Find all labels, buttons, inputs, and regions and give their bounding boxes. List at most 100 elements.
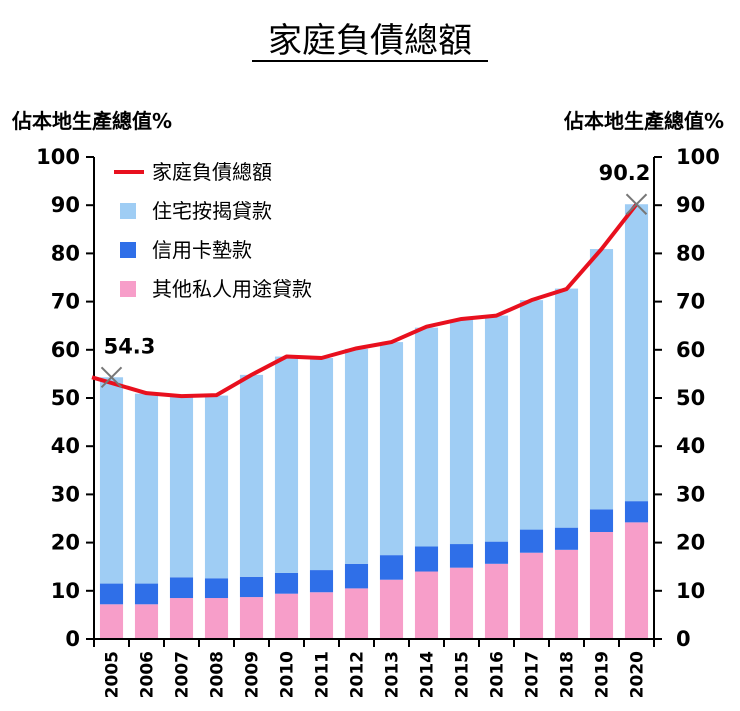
y-tick-label-right: 100 xyxy=(676,145,720,169)
bar-2013-series-2 xyxy=(379,342,404,556)
y-tick-label-left: 0 xyxy=(65,627,80,651)
bar-2010-series-0 xyxy=(274,593,299,639)
y-tick-label-left: 50 xyxy=(51,386,80,410)
bar-2010-series-1 xyxy=(274,572,299,594)
bar-2007-series-2 xyxy=(169,396,194,578)
y-tick-label-right: 60 xyxy=(676,338,705,362)
bar-2016-series-0 xyxy=(484,563,509,639)
x-tick-label: 2020 xyxy=(628,651,648,698)
bar-2015-series-1 xyxy=(449,544,474,568)
bar-2006-series-1 xyxy=(134,583,159,605)
legend-swatch xyxy=(120,203,136,219)
y-tick-label-left: 30 xyxy=(51,482,80,506)
y-axis-title-left: 佔本地生產總值% xyxy=(11,109,172,133)
bar-2020-series-0 xyxy=(624,522,649,639)
bar-2015-series-2 xyxy=(449,319,474,545)
x-tick-label: 2011 xyxy=(313,651,333,698)
x-tick-label: 2014 xyxy=(418,651,438,698)
legend-label: 其他私人用途貸款 xyxy=(152,277,312,301)
y-tick-label-right: 10 xyxy=(676,579,705,603)
bar-2006-series-2 xyxy=(134,393,159,584)
bar-2008-series-2 xyxy=(204,395,229,579)
x-tick-label: 2006 xyxy=(138,651,158,698)
y-tick-label-right: 70 xyxy=(676,290,705,314)
bar-2019-series-0 xyxy=(589,531,614,639)
bar-2016-series-2 xyxy=(484,315,509,542)
bar-2008-series-1 xyxy=(204,578,229,599)
x-tick-label: 2019 xyxy=(593,651,613,698)
x-tick-label: 2005 xyxy=(103,651,123,698)
bar-2005-series-2 xyxy=(99,377,124,584)
bar-2007-series-0 xyxy=(169,598,194,639)
y-tick-label-left: 80 xyxy=(51,241,80,265)
bar-2010-series-2 xyxy=(274,356,299,573)
y-tick-label-left: 70 xyxy=(51,290,80,314)
bar-2009-series-0 xyxy=(239,597,264,639)
legend-label: 信用卡墊款 xyxy=(152,238,252,262)
bar-2018-series-0 xyxy=(554,549,579,639)
annotation-marker xyxy=(100,366,123,388)
bar-2013-series-1 xyxy=(379,555,404,580)
y-tick-label-right: 80 xyxy=(676,241,705,265)
x-tick-label: 2010 xyxy=(278,651,298,698)
y-tick-label-right: 30 xyxy=(676,482,705,506)
bar-2020-series-1 xyxy=(624,501,649,523)
bar-2017-series-0 xyxy=(519,552,544,639)
y-tick-label-right: 0 xyxy=(676,627,691,651)
bar-2011-series-0 xyxy=(309,592,334,639)
bar-2009-series-1 xyxy=(239,576,264,598)
x-tick-label: 2018 xyxy=(558,651,578,698)
y-tick-label-left: 40 xyxy=(51,434,80,458)
bar-2005-series-0 xyxy=(99,604,124,639)
bar-2009-series-2 xyxy=(239,374,264,577)
y-axis-title-right: 佔本地生產總值% xyxy=(563,109,724,133)
x-tick-label: 2008 xyxy=(208,651,228,698)
y-tick-label-left: 90 xyxy=(51,193,80,217)
bar-2017-series-2 xyxy=(519,300,544,530)
x-tick-label: 2009 xyxy=(243,651,263,698)
bar-2014-series-2 xyxy=(414,327,439,547)
bar-2008-series-0 xyxy=(204,598,229,639)
bar-2011-series-1 xyxy=(309,570,334,593)
annotation-marker xyxy=(625,193,648,215)
x-tick-label: 2012 xyxy=(348,651,368,698)
bar-2014-series-0 xyxy=(414,571,439,639)
bar-2006-series-0 xyxy=(134,604,159,639)
y-tick-label-right: 50 xyxy=(676,386,705,410)
y-tick-label-right: 20 xyxy=(676,531,705,555)
bar-2019-series-1 xyxy=(589,509,614,532)
bar-2015-series-0 xyxy=(449,567,474,639)
bar-2014-series-1 xyxy=(414,546,439,572)
y-tick-label-left: 10 xyxy=(51,579,80,603)
y-tick-label-right: 90 xyxy=(676,193,705,217)
bar-2005-series-1 xyxy=(99,583,124,605)
bar-2016-series-1 xyxy=(484,541,509,564)
total-debt-line xyxy=(91,203,639,399)
data-label-2005: 54.3 xyxy=(104,334,156,358)
bar-2011-series-2 xyxy=(309,357,334,571)
legend-swatch xyxy=(120,242,136,258)
y-tick-label-left: 100 xyxy=(36,145,80,169)
bar-2018-series-1 xyxy=(554,527,579,550)
bar-2017-series-1 xyxy=(519,529,544,553)
data-label-2020: 90.2 xyxy=(599,161,651,185)
legend-label: 住宅按揭貸款 xyxy=(152,199,272,223)
x-tick-label: 2016 xyxy=(488,651,508,698)
bar-2013-series-0 xyxy=(379,579,404,639)
y-tick-label-left: 20 xyxy=(51,531,80,555)
chart-title: 家庭負債總額 xyxy=(268,21,472,61)
x-tick-label: 2017 xyxy=(523,651,543,698)
x-tick-label: 2013 xyxy=(383,651,403,698)
bar-2020-series-2 xyxy=(624,204,649,502)
x-tick-label: 2007 xyxy=(173,651,193,698)
y-tick-label-right: 40 xyxy=(676,434,705,458)
legend-label: 家庭負債總額 xyxy=(152,160,272,184)
bar-2012-series-0 xyxy=(344,588,369,639)
bar-2018-series-2 xyxy=(554,288,579,528)
bar-2007-series-1 xyxy=(169,577,194,599)
bar-2019-series-2 xyxy=(589,249,614,510)
y-tick-label-left: 60 xyxy=(51,338,80,362)
bar-2012-series-1 xyxy=(344,563,369,589)
bar-2012-series-2 xyxy=(344,348,369,564)
